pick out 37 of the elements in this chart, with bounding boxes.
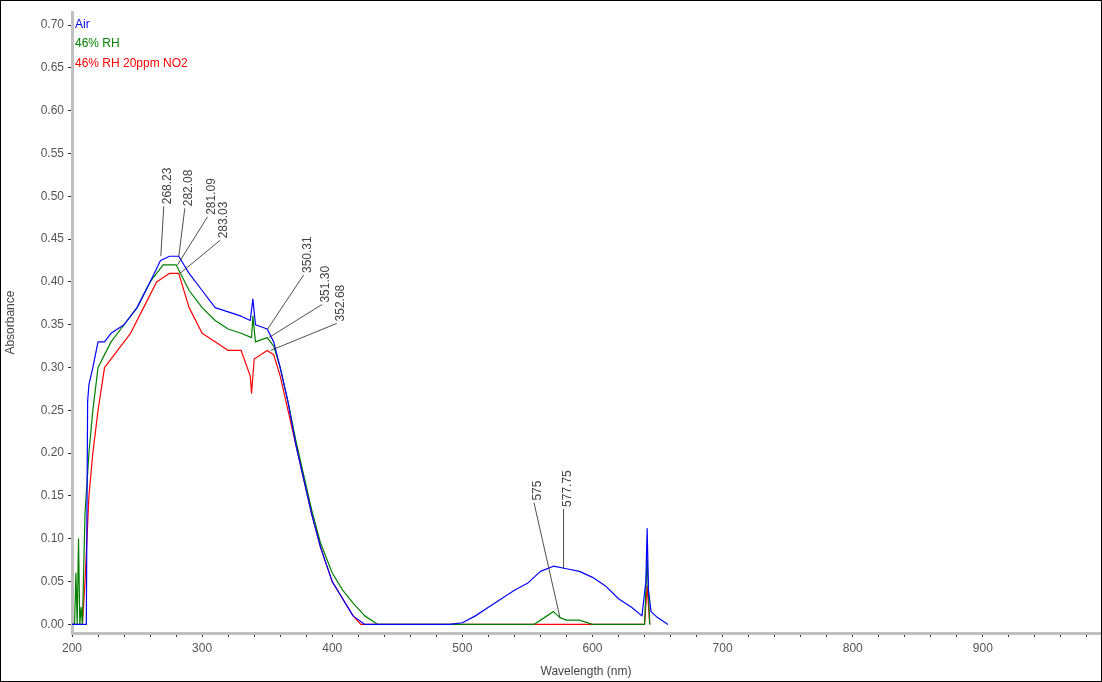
annotation: 350.31 [299,235,314,274]
y-tick-label: 0.55 [40,145,65,160]
annotation: 352.68 [332,284,347,322]
y-tick-label: 0.25 [40,402,65,417]
y-tick-label: 0.00 [40,616,65,631]
x-tick-label: 200 [61,640,83,655]
annotation: 283.03 [216,201,231,239]
text: Air [75,16,90,31]
y-tick-label: 0.20 [40,445,65,460]
x-tick-label: 800 [842,640,864,655]
y-tick-label: 0.30 [40,359,65,374]
y-tick-label: 0.70 [40,17,65,32]
y-tick-label: 0.05 [40,573,65,588]
y-tick-label: 0.50 [40,188,65,203]
x-tick-label: 500 [452,640,473,655]
x-tick-label: 600 [582,640,603,655]
x-tick-label: 300 [192,640,213,655]
y-tick-label: 0.60 [40,102,65,117]
y-axis-title: Absorbance [2,290,17,355]
x-tick-label: 900 [972,640,994,655]
y-tick-label: 0.35 [40,317,65,332]
y-tick-label: 0.15 [40,488,65,503]
annotation: 281.09 [203,177,218,215]
annotation: 351.30 [318,265,333,303]
x-tick-label: 700 [712,640,733,655]
annotation: 282.08 [181,169,196,207]
y-tick-label: 0.40 [40,274,65,289]
x-axis-title: Wavelength (nm) [540,664,632,679]
x-tick-label: 400 [322,640,343,655]
annotation: 268.23 [160,167,175,205]
y-tick-label: 0.65 [40,60,65,75]
y-tick-label: 0.10 [40,531,65,546]
y-tick-label: 0.45 [40,231,65,246]
text: 46% RH 20ppm NO2 [75,55,189,70]
annotation: 575 [530,480,545,501]
annotation: 577.75 [559,469,574,507]
text: 46% RH [75,36,120,51]
